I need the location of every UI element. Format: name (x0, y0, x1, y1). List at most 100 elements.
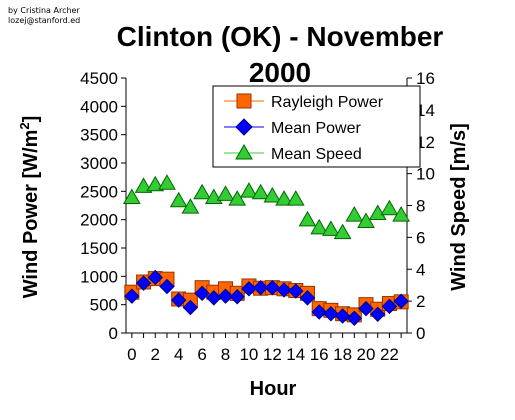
left-y-axis: 0 500 1000 1500 2000 2500 3000 3500 4000 4500 (80, 69, 126, 343)
legend: Rayleigh Power Mean Power Mean Speed (212, 85, 421, 168)
x-tick-label: 6 (197, 345, 206, 364)
marker-mean-speed (286, 190, 305, 206)
right-tick-label: 16 (416, 69, 435, 88)
x-tick-label: 10 (239, 345, 258, 364)
left-tick-label: 500 (90, 296, 118, 315)
marker-mean-power (182, 299, 199, 316)
right-tick-label: 8 (416, 197, 425, 216)
marker-mean-power (370, 306, 386, 323)
left-tick-label: 1500 (80, 239, 118, 258)
legend-marker-mean-power (235, 118, 253, 136)
legend-label-mean-power: Mean Power (271, 120, 361, 137)
marker-mean-power (323, 306, 339, 322)
series-mean-power (124, 269, 409, 326)
left-tick-label: 2500 (80, 182, 118, 201)
left-y-axis-label: Wind Power [W/m2] (17, 116, 42, 299)
marker-mean-power (381, 298, 398, 315)
marker-mean-speed (333, 223, 352, 240)
legend-label-mean-speed: Mean Speed (271, 146, 362, 163)
x-tick-label: 4 (174, 345, 183, 364)
series-mean-speed (122, 174, 411, 240)
marker-mean-power (299, 290, 316, 306)
marker-mean-power (217, 288, 234, 304)
series-layer (122, 174, 411, 326)
credit-email: lozej@stanford.ed (8, 16, 80, 25)
left-tick-label: 4000 (80, 97, 118, 116)
marker-mean-speed (228, 190, 247, 206)
marker-mean-speed (368, 204, 387, 220)
right-tick-label: 10 (416, 165, 435, 184)
x-axis-label: Hour (250, 378, 297, 400)
marker-mean-power (147, 269, 163, 286)
left-tick-label: 0 (109, 324, 118, 343)
x-tick-label: 8 (221, 345, 230, 364)
marker-mean-speed (216, 185, 235, 201)
x-tick-label: 20 (357, 345, 376, 364)
marker-mean-power (334, 308, 351, 324)
legend-marker-rayleigh-power (236, 93, 252, 109)
marker-mean-speed (322, 220, 340, 236)
right-y-axis-label: Wind Speed [m/s] (448, 123, 470, 291)
marker-mean-speed (251, 183, 270, 200)
marker-mean-power (288, 283, 304, 299)
x-tick-label: 14 (286, 345, 305, 364)
marker-mean-power (264, 279, 281, 296)
marker-mean-power (346, 310, 363, 326)
x-tick-label: 2 (151, 345, 160, 364)
marker-mean-power (276, 282, 292, 298)
marker-mean-speed (193, 183, 211, 200)
x-tick-label: 18 (333, 345, 352, 364)
credit-author: by Cristina Archer (8, 6, 80, 15)
marker-mean-power (393, 293, 409, 309)
marker-mean-speed (310, 218, 329, 235)
right-tick-label: 0 (416, 324, 425, 343)
x-axis: 0 2 4 6 8 10 12 14 16 18 20 22 (127, 333, 402, 364)
legend-item-mean-speed: Mean Speed (224, 143, 362, 163)
left-tick-label: 2000 (80, 211, 118, 230)
marker-mean-speed (345, 206, 364, 222)
marker-mean-speed (298, 210, 317, 227)
legend-item-rayleigh-power: Rayleigh Power (224, 93, 384, 111)
right-tick-label: 12 (416, 133, 435, 152)
chart-title-line-2: 2000 (249, 57, 311, 88)
left-tick-label: 4500 (80, 69, 118, 88)
left-y-axis-label-sup: 2 (17, 122, 32, 129)
marker-mean-speed (122, 188, 141, 205)
x-tick-label: 22 (380, 345, 399, 364)
marker-mean-power (124, 288, 140, 304)
marker-mean-power (194, 285, 210, 302)
marker-mean-power (135, 275, 152, 291)
right-tick-label: 2 (416, 292, 425, 311)
marker-mean-speed (240, 182, 258, 198)
marker-mean-power (358, 300, 374, 317)
x-tick-label: 16 (310, 345, 329, 364)
x-tick-label: 0 (127, 345, 136, 364)
marker-mean-speed (357, 212, 375, 228)
legend-item-mean-power: Mean Power (224, 118, 361, 137)
marker-mean-power (252, 279, 269, 296)
marker-mean-speed (392, 206, 411, 222)
legend-marker-mean-speed (235, 143, 253, 160)
left-tick-label: 3000 (80, 154, 118, 173)
right-tick-label: 4 (416, 260, 425, 279)
marker-mean-speed (181, 198, 200, 214)
marker-mean-power (159, 278, 175, 295)
right-tick-label: 14 (416, 101, 435, 120)
marker-mean-speed (263, 186, 282, 203)
marker-mean-speed (134, 177, 153, 193)
marker-mean-speed (275, 190, 293, 206)
left-tick-label: 1000 (80, 267, 118, 286)
marker-mean-power (229, 289, 245, 305)
marker-mean-power (311, 304, 327, 320)
chart-title-line-1: Clinton (OK) - November (117, 21, 444, 52)
marker-mean-speed (158, 174, 176, 190)
marker-mean-speed (169, 191, 188, 208)
right-tick-label: 6 (416, 228, 425, 247)
marker-mean-speed (146, 175, 165, 192)
marker-mean-power (170, 292, 187, 308)
left-tick-label: 3500 (80, 126, 118, 145)
x-tick-label: 12 (263, 345, 282, 364)
marker-mean-power (241, 281, 257, 297)
